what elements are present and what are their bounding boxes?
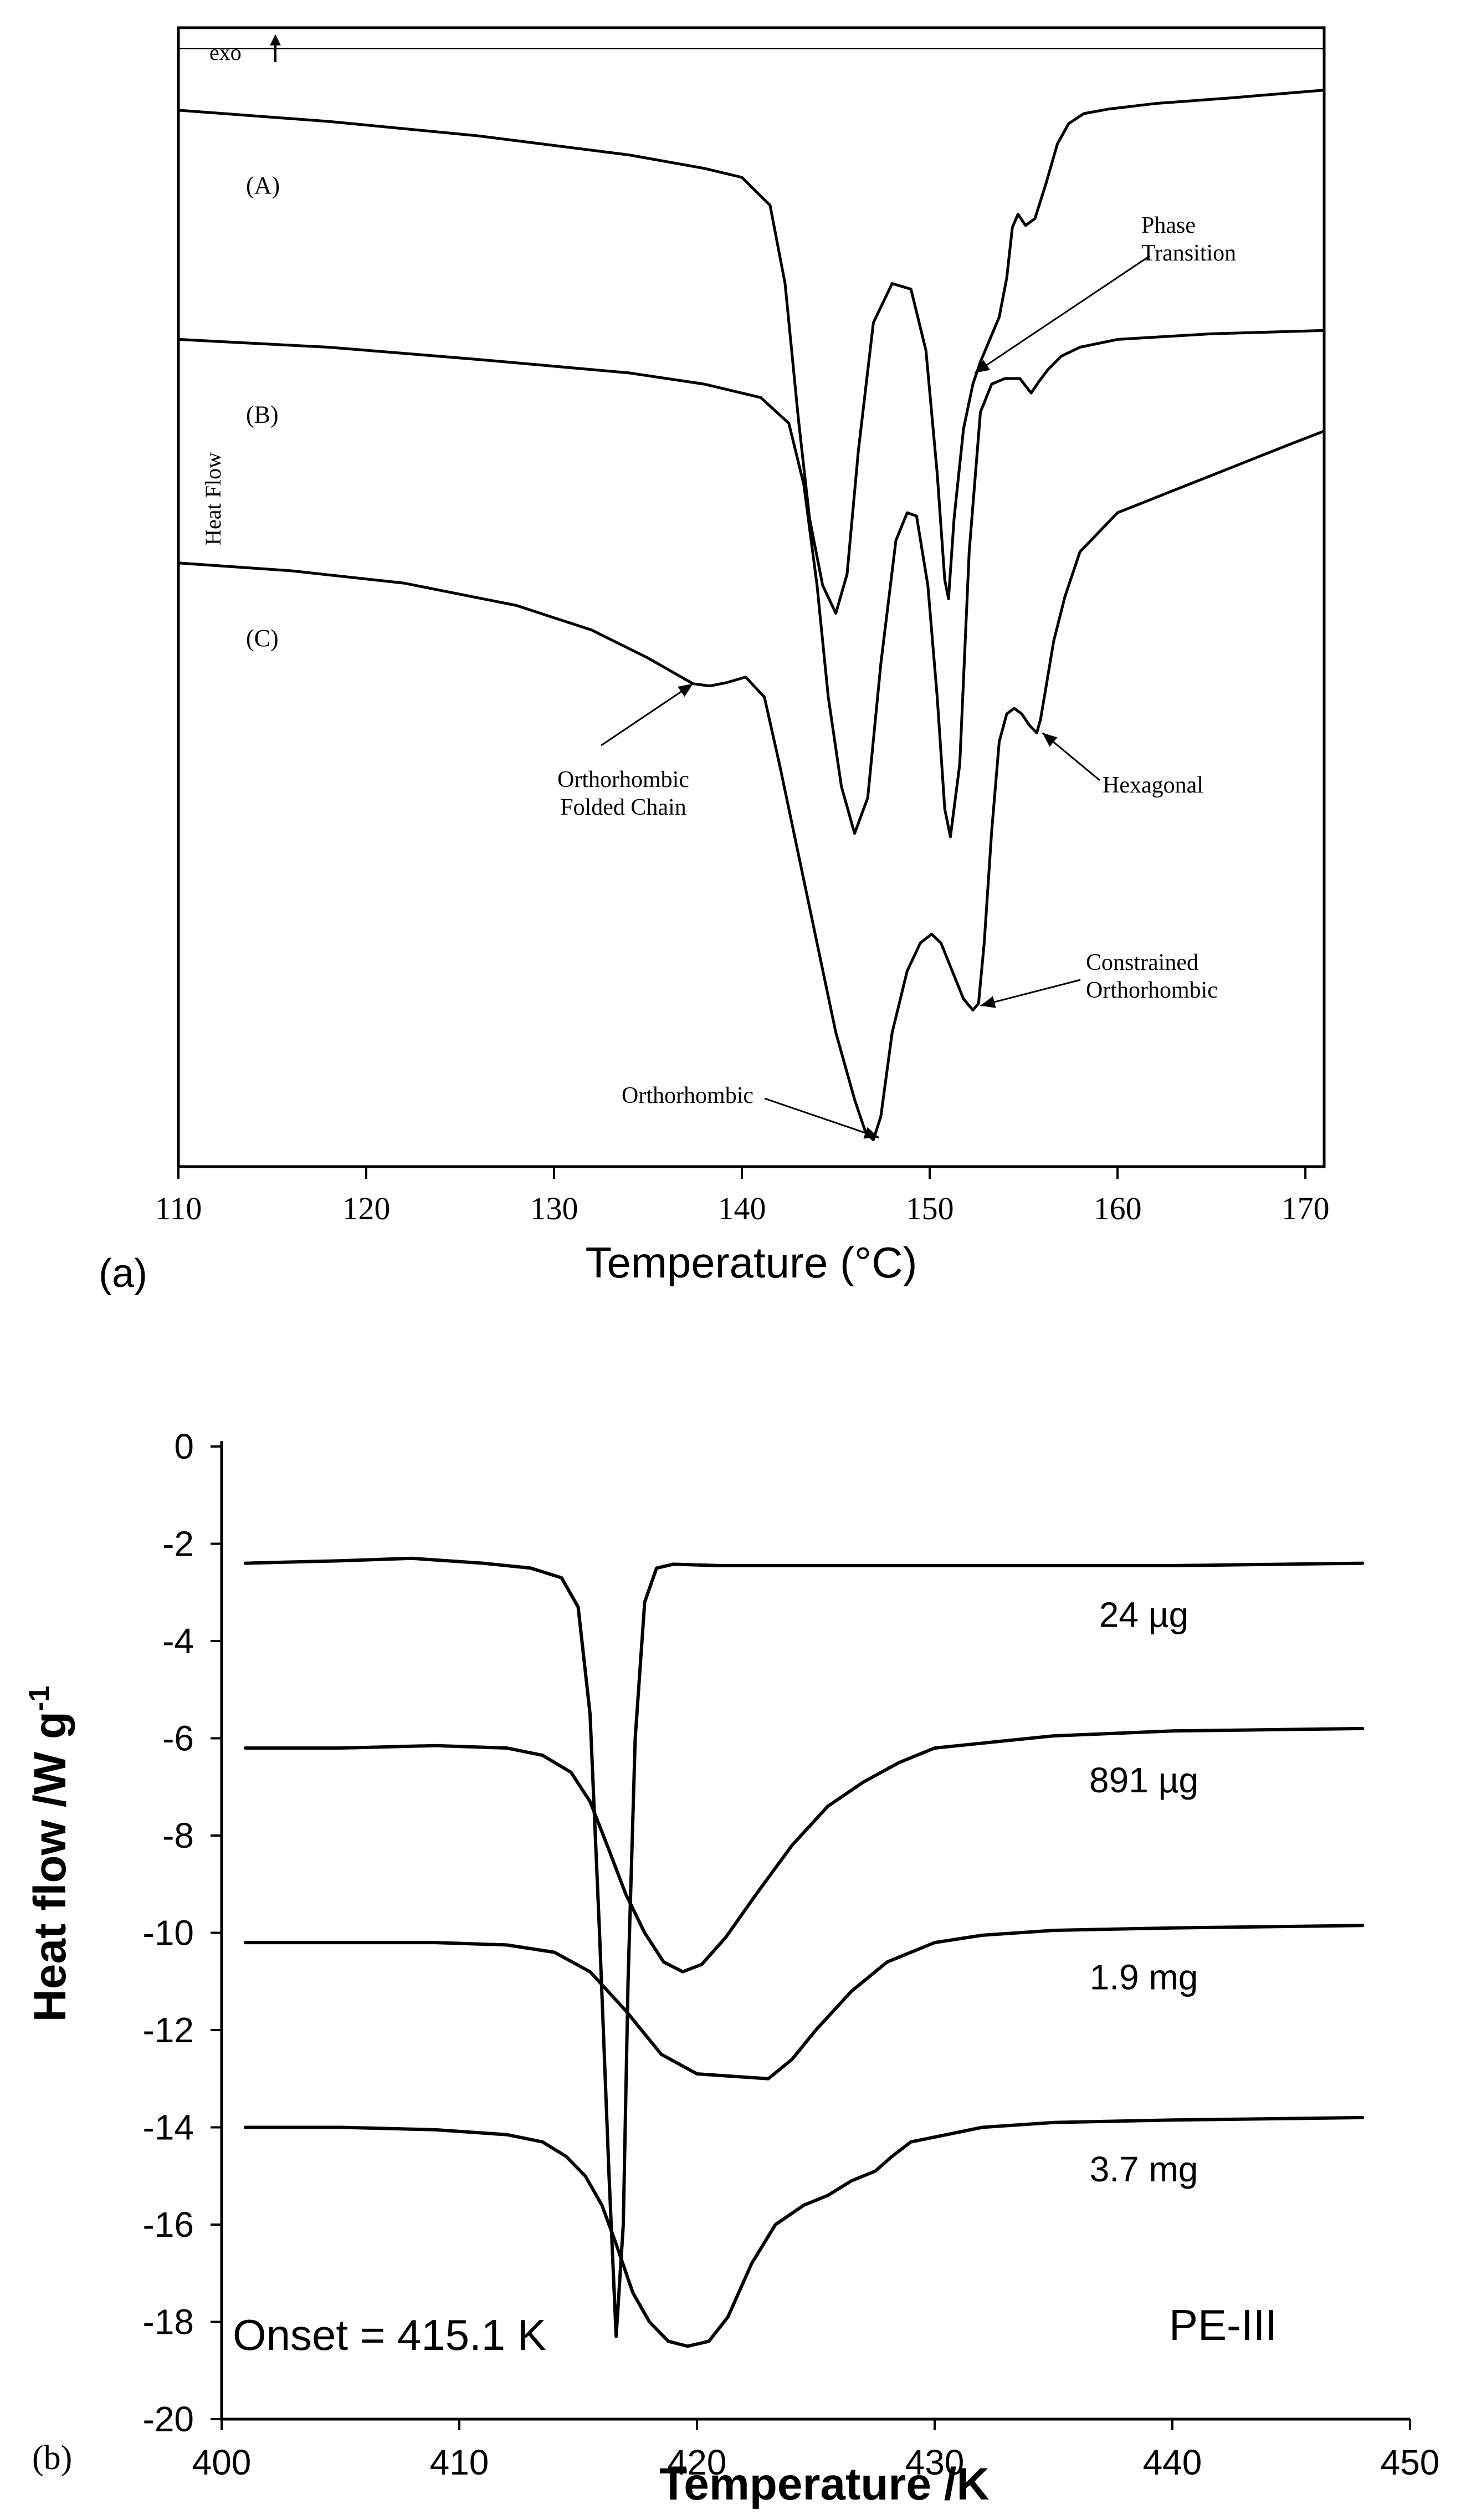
- panel-a-series-1-label: (B): [246, 401, 279, 428]
- panel-b-xtick-label-3: 430: [905, 2442, 965, 2482]
- panel-b-ytick-label-0: 0: [174, 1427, 194, 1466]
- panel-b-y-ticks: 0 -2 -4 -6 -8 -10 -12 -14 -16 -18 -20: [143, 1427, 222, 2439]
- panel-a-annotation-4: Orthorhombic: [622, 1083, 880, 1139]
- panel-a-annotation-3: Constrained Orthorhombic: [980, 950, 1218, 1008]
- panel-a-xlabel: Temperature (°C): [585, 1238, 917, 1287]
- panel-a-label: (a): [99, 1251, 147, 1296]
- panel-b-ytick-label-7: -14: [143, 2108, 194, 2148]
- panel-b-series-1-label: 891 µg: [1089, 1760, 1198, 1800]
- panel-a-xtick-label-4: 150: [906, 1190, 954, 1226]
- panel-a-series-0-line: [177, 89, 1326, 615]
- panel-a: exo Heat Flow (A) (B) (C) Phase Transition H…: [99, 26, 1330, 1296]
- panel-a-annotation-3-arrowhead-icon: [980, 996, 996, 1008]
- panel-a-annotation-0-arrow: [974, 255, 1150, 374]
- panel-b-ytick-label-1: -2: [162, 1524, 194, 1564]
- panel-b-series-2-line: [243, 1924, 1365, 2081]
- panel-a-xtick-label-5: 160: [1094, 1190, 1142, 1226]
- panel-a-series: [177, 89, 1326, 1142]
- panel-a-annotation-2-text: Orthorhombic: [557, 767, 689, 793]
- panel-a-series-0-label: (A): [246, 172, 280, 199]
- onset-annotation: Onset = 415.1 K: [233, 2311, 546, 2359]
- panel-a-annotation-0-text: Phase: [1141, 213, 1196, 238]
- panel-a-annotation-0: Phase Transition: [974, 213, 1236, 374]
- panel-b-ytick-label-8: -16: [143, 2205, 194, 2245]
- panel-b-label: (b): [32, 2439, 72, 2477]
- panel-b-series-1-line: [243, 1726, 1365, 1974]
- panel-b-xtick-label-5: 450: [1381, 2442, 1440, 2482]
- panel-a-annotation-1-text: Hexagonal: [1103, 773, 1203, 798]
- panel-b-xtick-label-4: 440: [1143, 2442, 1202, 2482]
- panel-b-series: [243, 1556, 1365, 2348]
- panel-a-series-labels: (A) (B) (C): [246, 172, 280, 652]
- panel-b-xtick-label-0: 400: [192, 2442, 252, 2482]
- panel-a-annotation-0-arrowhead-icon: [975, 360, 991, 373]
- panel-a-xtick-label-3: 140: [718, 1190, 766, 1226]
- panel-b-ytick-label-6: -12: [143, 2010, 194, 2050]
- panel-a-series-1-line: [177, 329, 1326, 839]
- exo-arrow-icon: [270, 34, 281, 62]
- panel-a-xtick-label-1: 120: [342, 1190, 391, 1226]
- panel-b: 0 -2 -4 -6 -8 -10 -12 -14 -16 -18 -20 400 410 420 430…: [23, 1427, 1439, 2509]
- sample-label: PE-III: [1169, 2301, 1277, 2349]
- panel-a-annotation-2-text: Folded Chain: [560, 795, 686, 820]
- panel-b-ytick-label-3: -6: [162, 1719, 194, 1759]
- panel-b-ytick-label-10: -20: [143, 2399, 194, 2439]
- panel-a-annotation-4-arrow: [764, 1097, 880, 1138]
- panel-b-series-labels: 24 µg 891 µg 1.9 mg 3.7 mg: [1089, 1595, 1198, 2189]
- exo-label: exo: [209, 40, 242, 65]
- panel-b-series-0-line: [243, 1556, 1365, 2338]
- panel-a-annotation-1: Hexagonal: [1042, 732, 1203, 798]
- panel-a-annotation-3-text: Constrained: [1086, 950, 1198, 975]
- panel-a-annotation-4-arrowhead-icon: [863, 1127, 879, 1139]
- panel-a-x-ticks: 110 120 130 140 150 160 170: [155, 1167, 1330, 1226]
- panel-b-ytick-label-2: -4: [162, 1621, 194, 1661]
- panel-b-series-0-label: 24 µg: [1099, 1595, 1188, 1635]
- panel-b-ylabel-main: Heat flow /W g: [25, 1711, 75, 2022]
- panel-a-annotation-3-arrow: [980, 979, 1081, 1007]
- panel-a-annotation-4-text: Orthorhombic: [622, 1083, 753, 1108]
- panel-a-series-2-line: [177, 430, 1326, 1142]
- panel-a-annotation-2-arrowhead-icon: [678, 683, 693, 697]
- panel-b-ylabel: Heat flow /W g-1: [23, 1686, 75, 2022]
- panel-a-frame: [177, 26, 1326, 1168]
- panel-a-xtick-label-6: 170: [1281, 1190, 1330, 1226]
- panel-b-ytick-label-9: -18: [143, 2302, 194, 2342]
- panel-b-series-3-line: [243, 2115, 1365, 2348]
- panel-a-annotation-3-text: Orthorhombic: [1086, 978, 1218, 1003]
- panel-a-annotations: PhaseTransitionHexagonalOrthorhombicFold…: [557, 213, 1236, 1139]
- panel-b-ylabel-sup: -1: [23, 1686, 55, 1711]
- panel-a-annotation-1-arrowhead-icon: [1042, 733, 1058, 747]
- panel-b-ytick-label-5: -10: [143, 1913, 194, 1953]
- panel-b-x-ticks: 400 410 420 430 440 450: [192, 2419, 1440, 2482]
- panel-a-series-2-label: (C): [246, 625, 279, 652]
- panel-a-annotation-0-text: Transition: [1141, 241, 1236, 266]
- panel-a-ylabel: Heat Flow: [201, 452, 225, 545]
- panel-b-series-3-label: 3.7 mg: [1090, 2149, 1198, 2189]
- panel-a-xtick-label-2: 130: [530, 1190, 578, 1226]
- panel-b-xtick-label-1: 410: [430, 2442, 489, 2482]
- panel-b-series-2-label: 1.9 mg: [1090, 1957, 1198, 1997]
- panel-b-axes: [220, 1441, 1410, 2421]
- panel-a-xtick-label-0: 110: [155, 1190, 202, 1226]
- panel-b-xlabel: Temperature /K: [659, 2459, 989, 2509]
- panel-b-xtick-label-2: 420: [668, 2442, 727, 2482]
- panel-b-ytick-label-4: -8: [162, 1816, 194, 1856]
- panel-a-annotation-2-arrow: [601, 683, 694, 747]
